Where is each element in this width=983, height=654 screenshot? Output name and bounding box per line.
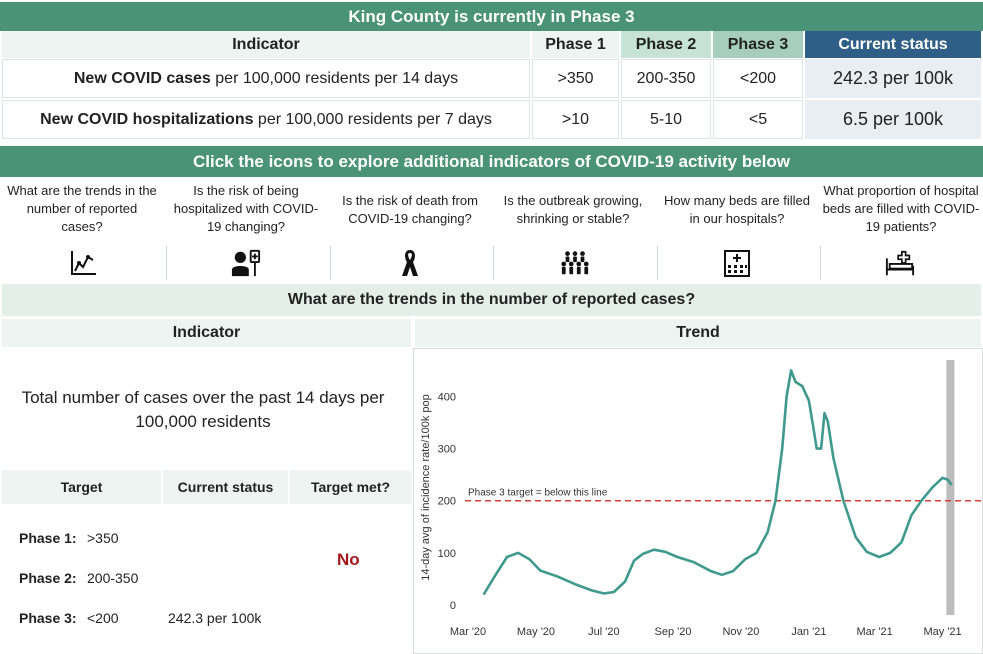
table-header-phase1: Phase 1 — [532, 31, 619, 58]
tile-question-death[interactable]: Is the risk of death from COVID-19 chang… — [342, 193, 478, 226]
people-group-icon[interactable] — [560, 247, 590, 279]
x-tick-label: May '21 — [923, 626, 961, 638]
phase1-value: >350 — [87, 530, 119, 546]
table-header-phase3: Phase 3 — [713, 31, 803, 58]
table-row-cases-label: New COVID cases per 100,000 residents pe… — [2, 59, 530, 98]
x-tick-label: May '20 — [517, 626, 555, 638]
phase2-value: 200-350 — [87, 570, 139, 586]
indicator-description: Total number of cases over the past 14 d… — [21, 388, 385, 431]
x-tick-label: Mar '20 — [450, 626, 486, 638]
table-cell-hosp-phase1: >10 — [532, 100, 619, 139]
target-header: Target — [2, 470, 161, 504]
table-header-current-status: Current status — [805, 31, 981, 58]
y-tick-label: 200 — [438, 496, 456, 508]
cases-label-rest: per 100,000 residents per 14 days — [210, 69, 459, 87]
tile-separator — [657, 246, 658, 280]
table-cell-cases-phase1: >350 — [532, 59, 619, 98]
x-tick-label: Jan '21 — [791, 626, 826, 638]
x-tick-label: Jul '20 — [588, 626, 619, 638]
indicator-current-status: 242.3 per 100k — [168, 610, 262, 626]
x-tick-label: Mar '21 — [856, 626, 892, 638]
hospital-bed-icon[interactable] — [885, 247, 915, 279]
tile-separator — [166, 246, 167, 280]
phase2-label: Phase 2: — [19, 570, 77, 586]
indicator-panel-header: Indicator — [2, 319, 411, 347]
target-met-header: Target met? — [290, 470, 411, 504]
phase3-target-label: Phase 3 target = below this line — [468, 488, 608, 499]
incidence-rate-line — [482, 369, 953, 596]
tile-separator — [493, 246, 494, 280]
hospital-building-icon[interactable] — [722, 247, 752, 279]
table-header-indicator: Indicator — [2, 31, 530, 58]
phase3-label: Phase 3: — [19, 610, 77, 626]
table-cell-cases-phase3: <200 — [713, 59, 803, 98]
table-cell-hosp-phase2: 5-10 — [621, 100, 711, 139]
phase1-label: Phase 1: — [19, 530, 77, 546]
current-status-header: Current status — [163, 470, 288, 504]
tile-separator — [330, 246, 331, 280]
trend-panel-header: Trend — [415, 319, 981, 347]
tile-question-outbreak[interactable]: Is the outbreak growing, shrinking or st… — [503, 193, 643, 226]
table-cell-cases-status: 242.3 per 100k — [805, 59, 981, 98]
phase3-target: Phase 3: <200 — [19, 610, 119, 626]
y-tick-label: 0 — [450, 600, 456, 612]
table-header-phase2: Phase 2 — [621, 31, 711, 58]
tile-question-cases[interactable]: What are the trends in the number of rep… — [7, 183, 157, 234]
patient-iv-icon[interactable] — [231, 247, 261, 279]
y-tick-label: 100 — [438, 548, 456, 560]
y-tick-label: 400 — [438, 391, 456, 403]
x-tick-label: Sep '20 — [654, 626, 691, 638]
table-row-hosp-label: New COVID hospitalizations per 100,000 r… — [2, 100, 530, 139]
table-cell-hosp-status: 6.5 per 100k — [805, 100, 981, 139]
x-tick-label: Nov '20 — [722, 626, 759, 638]
phase3-value: <200 — [87, 610, 119, 626]
tile-question-beds[interactable]: How many beds are filled in our hospital… — [664, 193, 810, 226]
hosp-label-bold: New COVID hospitalizations — [40, 110, 254, 128]
tile-question-hospitalized[interactable]: Is the risk of being hospitalized with C… — [173, 183, 319, 234]
explore-banner: Click the icons to explore additional in… — [0, 146, 983, 177]
tile-separator — [820, 246, 821, 280]
ribbon-icon[interactable] — [395, 247, 425, 279]
tile-question-covid-beds[interactable]: What proportion of hospital beds are fil… — [822, 183, 980, 234]
y-tick-label: 300 — [438, 444, 456, 456]
phase1-target: Phase 1: >350 — [19, 530, 119, 546]
hosp-label-rest: per 100,000 residents per 7 days — [253, 110, 492, 128]
cases-label-bold: New COVID cases — [73, 69, 211, 87]
table-cell-cases-phase2: 200-350 — [621, 59, 711, 98]
phase-banner: King County is currently in Phase 3 — [0, 2, 983, 31]
trend-chart: 14-day avg of incidence rate/100k pop 0 1… — [420, 360, 983, 638]
section-title: What are the trends in the number of rep… — [2, 284, 981, 316]
table-cell-hosp-phase3: <5 — [713, 100, 803, 139]
target-met-value: No — [337, 550, 360, 569]
highlight-band — [946, 360, 955, 615]
trend-chart-icon[interactable] — [68, 247, 98, 279]
y-axis-label: 14-day avg of incidence rate/100k pop — [420, 394, 432, 581]
phase2-target: Phase 2: 200-350 — [19, 570, 138, 586]
